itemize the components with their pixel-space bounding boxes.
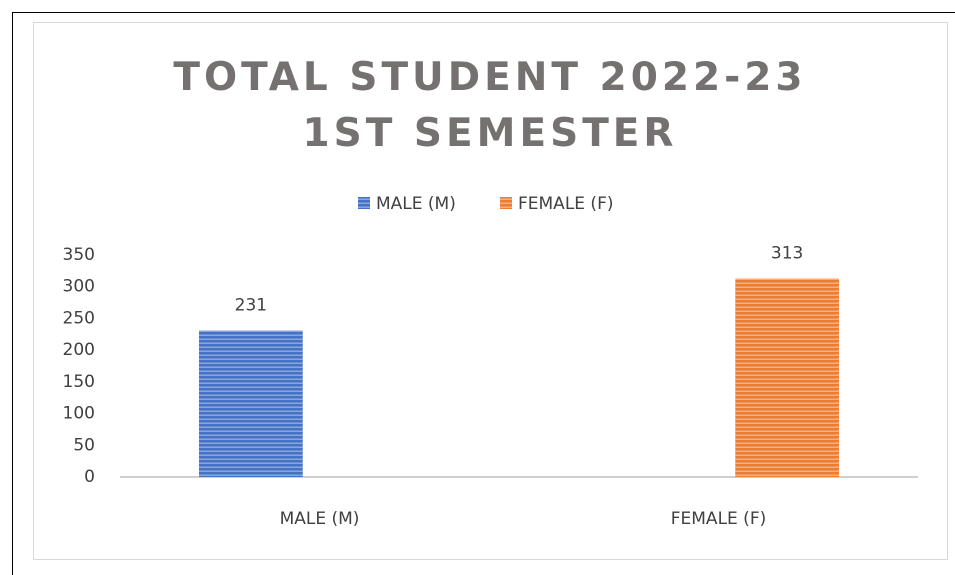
y-tick-label: 350 — [63, 245, 95, 265]
y-tick-label: 200 — [63, 340, 95, 360]
x-tick-label: FEMALE (F) — [671, 509, 766, 529]
y-tick-label: 100 — [63, 404, 95, 424]
y-tick-label: 150 — [63, 372, 95, 392]
chart-title: TOTAL STUDENT 2022-23 1ST SEMESTER — [173, 55, 807, 156]
y-tick-label: 50 — [73, 435, 95, 455]
y-tick-label: 0 — [84, 467, 95, 487]
data-label: 231 — [235, 295, 267, 315]
x-tick-label: MALE (M) — [280, 509, 360, 529]
legend-swatch — [500, 197, 512, 209]
frame — [12, 12, 955, 575]
legend-swatch — [358, 197, 370, 209]
y-tick-label: 250 — [63, 308, 95, 328]
bar — [735, 278, 839, 477]
data-label: 313 — [771, 243, 803, 263]
y-tick-label: 300 — [63, 277, 95, 297]
legend-label: FEMALE (F) — [518, 194, 613, 214]
legend-label: MALE (M) — [376, 194, 456, 214]
bar — [199, 330, 303, 477]
